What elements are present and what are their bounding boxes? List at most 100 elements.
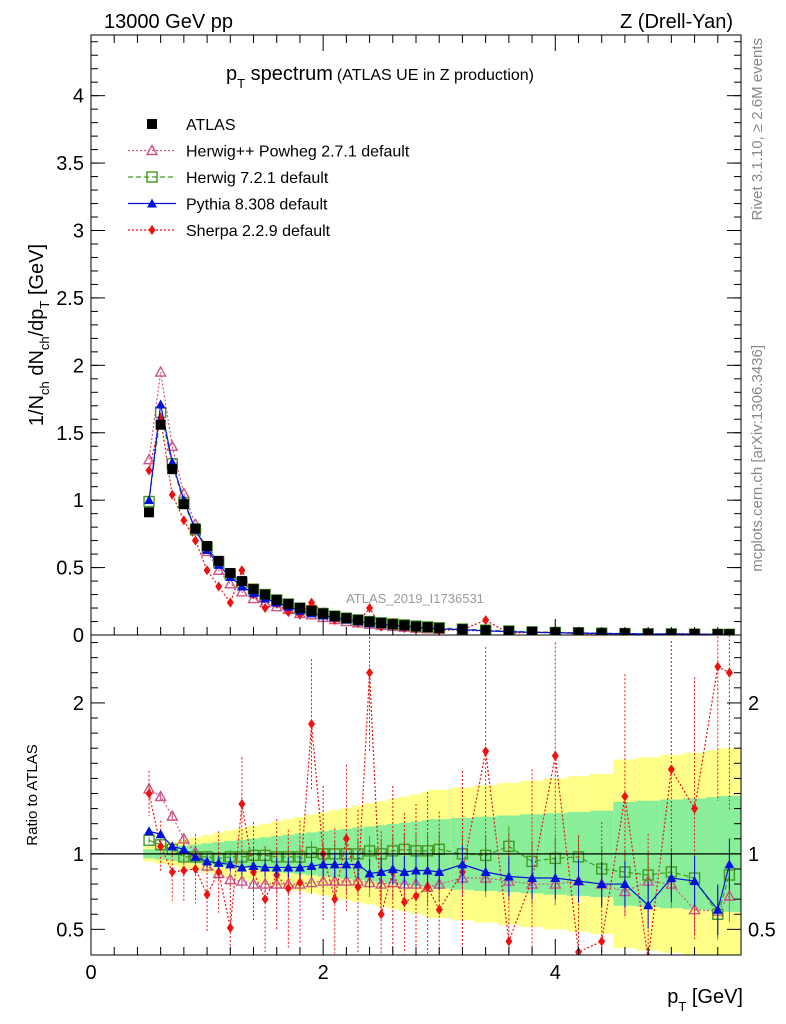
point-main-sherpa xyxy=(308,597,316,608)
ratio-ytick-label: 1 xyxy=(73,844,84,866)
point-main-sherpa xyxy=(238,565,246,576)
point-ratio-pythia xyxy=(190,851,201,861)
point-main-atlas xyxy=(306,605,317,616)
mcplots-label: mcplots.cern.ch [arXiv:1306.3436] xyxy=(749,345,766,572)
point-main-sherpa xyxy=(261,603,269,614)
point-ratio-sherpa xyxy=(308,719,316,730)
point-main-atlas xyxy=(225,567,236,578)
point-ratio-sherpa xyxy=(145,788,153,799)
point-ratio-sherpa xyxy=(400,897,408,908)
point-ratio-sherpa xyxy=(725,667,733,678)
point-ratio-pythia xyxy=(376,866,387,876)
point-ratio-pythia xyxy=(236,862,247,872)
point-ratio-herwig7 xyxy=(143,834,155,846)
point-ratio-sherpa xyxy=(296,877,304,888)
point-main-atlas xyxy=(422,622,433,633)
point-main-atlas xyxy=(329,611,340,622)
point-ratio-pythia xyxy=(596,879,607,889)
point-ratio-sherpa xyxy=(203,889,211,900)
legend-label-pythia: Pythia 8.308 default xyxy=(186,197,328,214)
x-tick-label: 4 xyxy=(550,962,561,984)
point-ratio-pythia xyxy=(260,862,271,872)
main-ytick-label: 0 xyxy=(73,625,84,647)
point-ratio-herwig7 xyxy=(363,845,376,857)
legend-label-herwig7: Herwig 7.2.1 default xyxy=(186,170,329,187)
point-main-atlas xyxy=(167,464,178,475)
legend-marker-pythia xyxy=(147,198,157,208)
point-main-atlas xyxy=(294,603,305,614)
point-main-sherpa xyxy=(191,535,199,546)
point-main-atlas xyxy=(283,598,294,609)
point-ratio-sherpa xyxy=(226,922,234,933)
main-ytick-label: 1.5 xyxy=(56,423,84,445)
x-axis-label: pT [GeV] xyxy=(667,986,743,1014)
point-main-atlas xyxy=(411,621,421,632)
x-tick-label: 0 xyxy=(85,962,96,984)
point-main-sherpa xyxy=(215,581,223,592)
point-ratio-pythia xyxy=(144,826,155,836)
point-ratio-pythia xyxy=(411,865,421,875)
point-ratio-sherpa xyxy=(180,865,188,876)
legend-marker-sherpa xyxy=(148,225,156,235)
point-main-pythia xyxy=(155,399,166,409)
point-main-atlas xyxy=(144,507,155,518)
point-ratio-sherpa xyxy=(157,841,165,852)
point-ratio-pythia xyxy=(329,859,340,869)
point-ratio-pythia xyxy=(550,873,561,883)
point-ratio-sherpa xyxy=(412,891,420,902)
point-main-sherpa xyxy=(168,489,176,500)
point-ratio-pythia xyxy=(527,873,538,883)
point-ratio-sherpa xyxy=(191,863,199,874)
point-ratio-pythia xyxy=(434,866,445,876)
point-ratio-pythia xyxy=(271,862,282,872)
point-main-atlas xyxy=(364,616,375,627)
legend-label-herwigpp: Herwig++ Powheg 2.7.1 default xyxy=(186,144,410,161)
main-ylabel: 1/Nch dNch/dpT [GeV] xyxy=(26,244,52,426)
point-ratio-pythia xyxy=(225,859,236,869)
point-ratio-sherpa xyxy=(215,866,223,877)
point-main-atlas xyxy=(260,589,271,600)
point-main-sherpa xyxy=(203,565,211,576)
point-ratio-sherpa xyxy=(667,764,675,775)
point-ratio-sherpa xyxy=(551,750,559,761)
header-right: Z (Drell-Yan) xyxy=(620,11,733,33)
point-ratio-pythia xyxy=(387,863,398,873)
point-ratio-pythia xyxy=(422,865,433,875)
point-main-atlas xyxy=(318,608,329,619)
point-main-herwigpp xyxy=(142,453,156,465)
point-ratio-sherpa xyxy=(238,799,246,810)
point-ratio-pythia xyxy=(155,829,166,839)
point-ratio-herwigpp xyxy=(154,790,167,802)
point-main-atlas xyxy=(155,419,166,430)
title-p: p xyxy=(226,63,237,85)
legend-marker-herwigpp xyxy=(145,144,159,156)
point-main-herwigpp xyxy=(224,577,237,589)
point-ratio-sherpa xyxy=(168,866,176,877)
point-main-atlas xyxy=(724,629,735,635)
x-tick-label: 2 xyxy=(318,962,329,984)
ratio-ytick-label: 2 xyxy=(73,693,84,715)
point-ratio-sherpa xyxy=(331,894,339,905)
point-main-atlas xyxy=(341,613,352,624)
point-ratio-sherpa xyxy=(647,954,649,955)
point-ratio-pythia xyxy=(712,904,723,914)
ratio-ytick-label: 0.5 xyxy=(56,919,84,941)
main-ytick-label: 3 xyxy=(73,221,84,243)
point-ratio-pythia xyxy=(666,873,677,883)
point-main-herwigpp xyxy=(235,585,249,597)
point-main-sherpa xyxy=(180,515,188,526)
point-ratio-pythia xyxy=(213,857,224,867)
legend-label-atlas: ATLAS xyxy=(186,117,236,134)
point-main-atlas xyxy=(178,499,189,510)
point-main-sherpa xyxy=(482,615,490,626)
title-spectrum: spectrum xyxy=(245,63,333,85)
point-main-sherpa xyxy=(145,465,153,476)
ratio-ytick-label-right: 1 xyxy=(748,844,759,866)
point-ratio-pythia xyxy=(202,856,213,866)
point-ratio-sherpa xyxy=(482,746,490,757)
point-main-herwigpp xyxy=(212,563,225,575)
point-ratio-pythia xyxy=(306,860,317,870)
point-ratio-sherpa xyxy=(284,883,292,894)
point-main-atlas xyxy=(352,614,363,625)
